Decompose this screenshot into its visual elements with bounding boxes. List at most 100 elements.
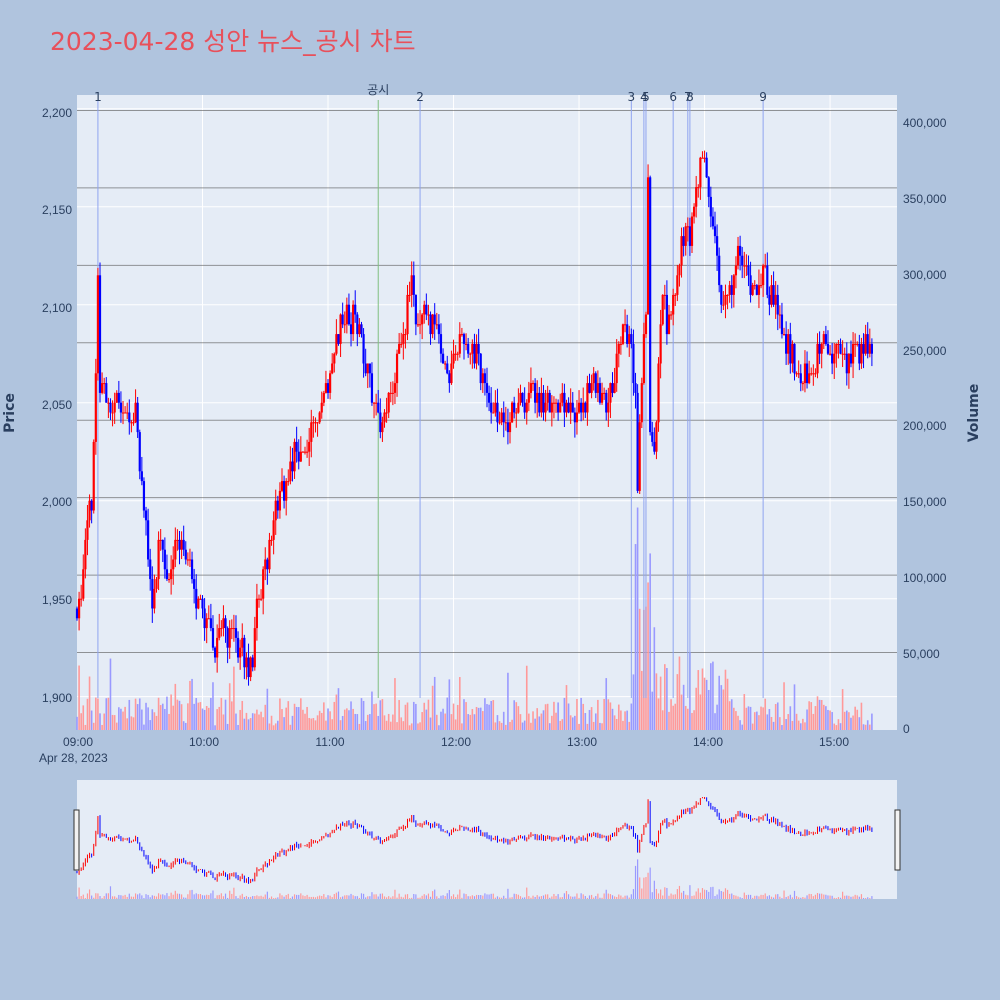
candle-body	[228, 628, 231, 648]
candle-body	[318, 412, 321, 423]
volume-bar	[392, 714, 394, 730]
candle-body	[644, 314, 648, 335]
range-slider-right-handle[interactable]	[894, 809, 901, 871]
candle-body	[205, 618, 208, 629]
candle-body	[98, 275, 102, 393]
candle-body	[347, 304, 351, 325]
mini-volume-bar	[419, 897, 421, 899]
candle-body	[75, 608, 79, 619]
volume-bar	[442, 708, 444, 730]
volume-bar	[869, 724, 871, 730]
mini-volume-bar	[674, 894, 676, 899]
mini-volume-bar	[632, 889, 635, 899]
volume-bar	[557, 702, 559, 730]
volume-bar	[523, 720, 526, 730]
volume-bar	[203, 709, 206, 730]
mini-volume-bar	[80, 896, 82, 899]
volume-bar	[379, 700, 382, 730]
volume-bar	[459, 677, 461, 730]
candle-body	[280, 481, 284, 491]
candle-body	[703, 157, 706, 159]
volume-bar	[452, 703, 455, 730]
range-slider-left-handle[interactable]	[73, 809, 80, 871]
volume-bar	[716, 704, 718, 730]
candle-body	[84, 539, 87, 570]
volume-bar	[109, 658, 112, 730]
volume-bar	[617, 704, 620, 730]
volume-bar	[216, 709, 218, 730]
candle-body	[121, 412, 125, 414]
mini-volume-bar	[743, 892, 745, 899]
candle-body	[159, 539, 162, 541]
mini-volume-bar	[825, 894, 827, 899]
mini-volume-bar	[624, 895, 626, 899]
candle-body	[109, 402, 112, 413]
mini-volume-bar	[239, 895, 241, 899]
mini-volume-bar	[607, 893, 609, 899]
candle-body	[209, 618, 212, 629]
marker-label: 1	[94, 90, 102, 104]
volume-bar	[176, 699, 179, 730]
mini-volume-bar	[724, 888, 727, 899]
candle-body	[674, 294, 677, 296]
candle-body	[584, 402, 587, 413]
mini-volume-bar	[367, 896, 369, 899]
candle-body	[594, 373, 597, 393]
volume-bar	[120, 708, 122, 730]
volume-bar	[172, 705, 175, 730]
volume-bar	[164, 708, 166, 730]
candle-body	[170, 569, 173, 580]
candle-body	[843, 353, 846, 355]
mini-volume-bar	[84, 898, 86, 899]
candle-body	[678, 265, 681, 276]
candle-body	[845, 353, 848, 374]
volume-bar	[118, 707, 120, 730]
volume-bar	[565, 685, 568, 730]
candle-body	[795, 373, 798, 375]
volume-bar	[808, 701, 810, 730]
volume-bar	[419, 722, 421, 730]
mini-volume-bar	[839, 897, 842, 899]
mini-volume-bar	[664, 887, 666, 899]
volume-bar	[657, 698, 660, 730]
candle-body	[839, 343, 842, 354]
candle-body	[253, 628, 256, 668]
mini-volume-bar	[791, 897, 794, 899]
mini-volume-bar	[722, 891, 724, 899]
mini-volume-bar	[388, 896, 390, 899]
range-slider-area[interactable]	[77, 780, 897, 899]
volume-bar	[538, 716, 541, 730]
volume-bar	[80, 713, 82, 730]
volume-bar	[99, 713, 101, 730]
mini-volume-bar	[101, 898, 103, 899]
mini-volume-bar	[325, 897, 327, 899]
volume-bar	[712, 661, 714, 730]
mini-volume-bar	[283, 896, 285, 899]
mini-volume-bar	[306, 894, 308, 899]
candle-body	[117, 392, 120, 403]
volume-bar	[178, 700, 181, 730]
mini-volume-bar	[461, 897, 463, 899]
candle-body	[642, 334, 645, 384]
mini-volume-bar	[593, 897, 595, 899]
volume-bar	[797, 720, 800, 730]
volume-bar	[674, 703, 677, 730]
candle-body	[772, 285, 775, 305]
mini-volume-bar	[703, 889, 706, 899]
candle-body	[582, 402, 585, 413]
volume-bar	[438, 725, 440, 730]
volume-bar	[632, 674, 635, 730]
mini-volume-bar	[708, 891, 710, 899]
volume-bar	[331, 719, 334, 730]
mini-volume-bar	[534, 896, 536, 899]
volume-bar	[318, 710, 321, 730]
volume-bar	[247, 719, 250, 730]
mini-volume-bar	[417, 897, 419, 899]
volume-bar	[207, 707, 210, 730]
mini-volume-bar	[862, 897, 865, 899]
candle-body	[745, 265, 748, 267]
candle-body	[345, 304, 348, 325]
volume-bar	[733, 707, 735, 730]
mini-volume-bar	[842, 891, 844, 899]
mini-volume-bar	[247, 897, 250, 899]
